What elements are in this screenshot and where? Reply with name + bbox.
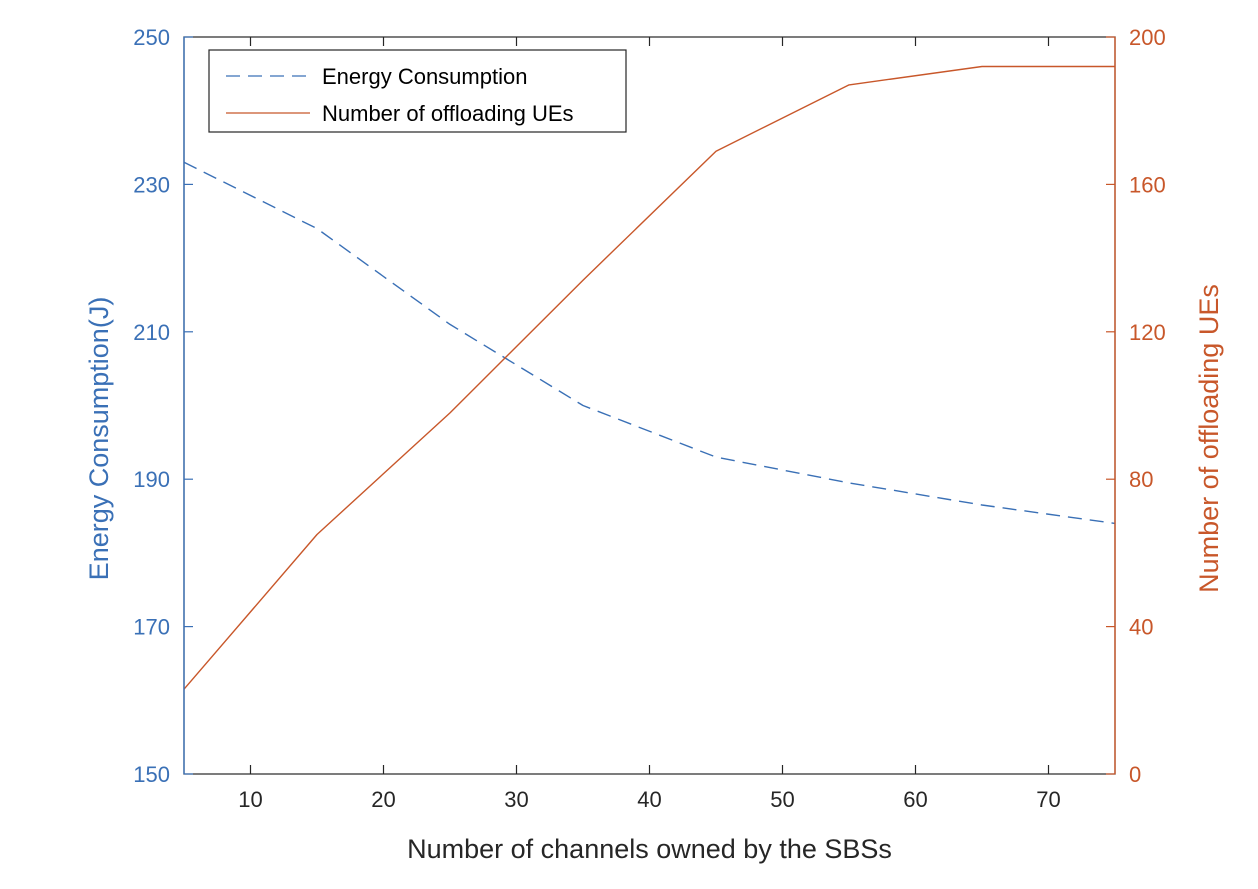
x-tick-label: 40 — [637, 787, 661, 812]
left-y-tick-label: 250 — [133, 25, 170, 50]
right-y-tick-label: 0 — [1129, 762, 1141, 787]
left-y-tick-label: 210 — [133, 320, 170, 345]
x-tick-label: 60 — [903, 787, 927, 812]
x-axis-title: Number of channels owned by the SBSs — [407, 834, 892, 864]
legend-box — [208, 49, 627, 133]
right-y-tick-label: 200 — [1129, 25, 1166, 50]
left-y-tick-label: 170 — [133, 615, 170, 640]
legend-label-energy-consumption: Energy Consumption — [322, 64, 527, 89]
right-y-axis-ticks: 0 40 80 120 160 200 — [1106, 25, 1166, 787]
left-y-tick-label: 190 — [133, 467, 170, 492]
series-line-offloading-ues — [183, 65, 1115, 690]
x-tick-label: 10 — [238, 787, 262, 812]
right-y-axis-title: Number of offloading UEs — [1194, 284, 1224, 593]
right-y-tick-label: 40 — [1129, 615, 1153, 640]
series-line-energy-consumption — [183, 161, 1116, 525]
x-tick-label: 70 — [1036, 787, 1060, 812]
x-axis-ticks: 10 20 30 40 50 60 70 — [238, 37, 1061, 812]
left-y-tick-label: 230 — [133, 172, 170, 197]
right-y-tick-label: 160 — [1129, 172, 1166, 197]
x-tick-label: 30 — [504, 787, 528, 812]
left-y-axis-title: Energy Consumption(J) — [84, 297, 114, 581]
left-y-tick-label: 150 — [133, 762, 170, 787]
series-layer — [183, 65, 1116, 690]
legend-label-offloading-ues: Number of offloading UEs — [322, 101, 574, 126]
left-y-axis-ticks: 150 170 190 210 230 250 — [133, 25, 193, 787]
right-y-tick-label: 120 — [1129, 320, 1166, 345]
x-tick-label: 20 — [371, 787, 395, 812]
right-y-tick-label: 80 — [1129, 467, 1153, 492]
legend: Energy Consumption Number of offloading … — [208, 49, 627, 133]
x-tick-label: 50 — [770, 787, 794, 812]
